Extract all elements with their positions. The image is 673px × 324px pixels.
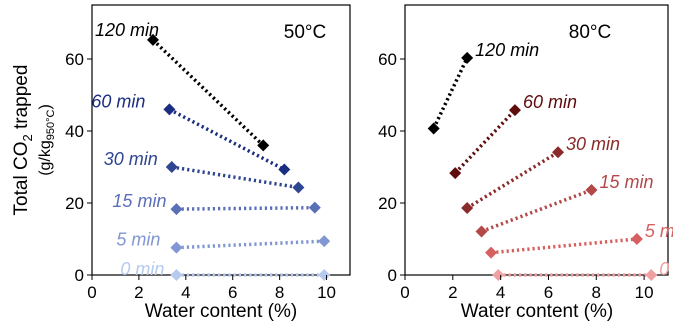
data-point xyxy=(163,103,176,116)
series-label: 5 min xyxy=(116,230,160,250)
series-line xyxy=(432,57,469,130)
x-tick-label: 8 xyxy=(592,283,601,302)
x-tick-label: 6 xyxy=(544,283,553,302)
y-tick-label: 60 xyxy=(378,50,397,69)
y-tick-label: 0 xyxy=(388,266,397,285)
data-point xyxy=(485,246,498,259)
panel-80c: 120 min 60 min 30 min 15 min 5 min 0 min 0 2 4 6… xyxy=(378,4,673,322)
data-point xyxy=(492,269,505,281)
y-tick-label: 20 xyxy=(65,194,84,213)
x-axis-label: Water content (%) xyxy=(145,301,297,322)
data-point xyxy=(308,201,321,214)
data-point xyxy=(461,202,474,215)
panel-title: 50°C xyxy=(284,22,326,43)
data-point xyxy=(449,167,462,180)
y-tick-label: 0 xyxy=(75,266,84,285)
series-line xyxy=(168,107,286,172)
x-tick-label: 8 xyxy=(275,283,284,302)
series-label: 5 min xyxy=(645,221,673,241)
series-line xyxy=(480,188,593,234)
x-tick-label: 4 xyxy=(181,283,190,302)
series-label: 15 min xyxy=(599,172,653,192)
data-point xyxy=(278,163,291,176)
data-point xyxy=(461,51,474,64)
y-axis-unit-label: (g/kg950°C) xyxy=(37,104,57,176)
x-tick-label: 10 xyxy=(635,283,654,302)
data-point xyxy=(170,241,183,254)
y-tick-label: 20 xyxy=(378,194,397,213)
series-line xyxy=(453,108,517,175)
data-point xyxy=(165,161,178,173)
data-point xyxy=(475,225,488,238)
data-point xyxy=(146,33,159,46)
x-tick-labels: 0 2 4 6 8 10 xyxy=(87,275,336,302)
x-tick-label: 0 xyxy=(400,283,409,302)
data-point xyxy=(645,269,658,281)
x-tick-label: 2 xyxy=(448,283,457,302)
y-tick-label: 40 xyxy=(378,122,397,141)
y-tick-label: 40 xyxy=(65,122,84,141)
plot-frame xyxy=(91,4,351,276)
data-point xyxy=(508,104,521,117)
series-line xyxy=(176,205,315,211)
x-tick-labels: 0 2 4 6 8 10 xyxy=(400,275,654,302)
data-point xyxy=(318,235,331,248)
series-label: 120 min xyxy=(475,40,539,60)
series-label: 120 min xyxy=(95,20,159,40)
panel-title: 80°C xyxy=(569,22,611,43)
data-point xyxy=(427,122,440,135)
panel-50c: 120 min 60 min 30 min 15 min 5 min 0 min 0 2 4 6… xyxy=(65,4,351,322)
series-label: 60 min xyxy=(91,91,145,111)
x-tick-label: 4 xyxy=(496,283,505,302)
series-label: 0 min xyxy=(659,259,673,279)
data-point xyxy=(630,233,643,245)
x-tick-label: 0 xyxy=(87,283,96,302)
x-tick-label: 2 xyxy=(134,283,143,302)
x-tick-label: 10 xyxy=(317,283,336,302)
data-point xyxy=(170,203,183,216)
data-point xyxy=(170,269,183,281)
series-label: 0 min xyxy=(120,259,164,279)
x-tick-label: 6 xyxy=(228,283,237,302)
y-tick-label: 60 xyxy=(65,50,84,69)
plot-marks: 120 min 60 min 30 min 15 min 5 min 0 min xyxy=(91,20,331,281)
data-point xyxy=(257,139,270,152)
y-axis-label: Total CO2 trapped xyxy=(11,65,35,216)
data-point xyxy=(552,146,565,159)
y-tick-labels: 0 20 40 60 xyxy=(378,50,405,285)
series-label: 15 min xyxy=(112,191,166,211)
data-point xyxy=(292,181,305,194)
x-axis-label: Water content (%) xyxy=(461,301,613,322)
y-tick-labels: 0 20 40 60 xyxy=(65,50,92,285)
series-line xyxy=(171,165,299,190)
series-label: 30 min xyxy=(566,134,620,154)
plot-marks: 120 min 60 min 30 min 15 min 5 min 0 min xyxy=(427,40,673,281)
data-point xyxy=(585,184,598,197)
series-line xyxy=(490,237,638,255)
series-line xyxy=(466,150,559,210)
data-point xyxy=(318,269,331,281)
series-label: 60 min xyxy=(523,92,577,112)
series-label: 30 min xyxy=(104,149,158,169)
series-line xyxy=(176,239,325,250)
